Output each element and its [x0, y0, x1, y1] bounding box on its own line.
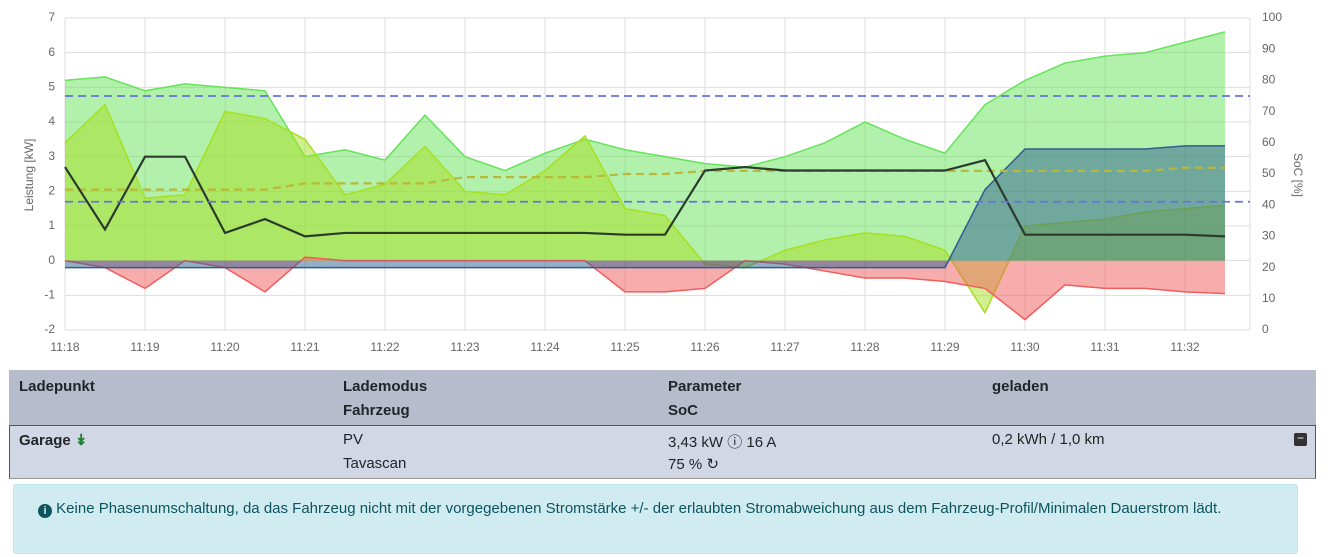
y2-tick-label: 0: [1262, 322, 1269, 336]
x-tick-label: 11:27: [770, 340, 799, 354]
charge-point: Garage ↡: [19, 431, 87, 449]
y2-tick-label: 30: [1262, 229, 1276, 243]
x-tick-label: 11:21: [290, 340, 319, 354]
y-tick-label: 5: [48, 80, 55, 94]
header-cell: Parameter: [668, 378, 742, 395]
x-tick-label: 11:18: [50, 340, 79, 354]
vehicle: Tavascan: [343, 455, 407, 472]
header-cell: Fahrzeug: [343, 402, 410, 419]
y-axis-title: Leistung [kW]: [22, 139, 36, 212]
header-cell: SoC: [668, 402, 698, 419]
info-icon: i: [38, 504, 52, 518]
series-line: [64, 31, 1226, 172]
x-tick-label: 11:24: [530, 340, 559, 354]
y2-tick-label: 50: [1262, 166, 1276, 180]
y2-tick-label: 80: [1262, 73, 1276, 87]
x-tick-label: 11:30: [1010, 340, 1039, 354]
y-tick-label: 4: [48, 114, 55, 128]
y-tick-label: 0: [48, 253, 55, 267]
info-icon: ⓘ: [727, 434, 743, 451]
y-tick-label: 2: [48, 184, 55, 198]
series-line: [65, 145, 1225, 269]
y2-tick-label: 70: [1262, 104, 1276, 118]
y-tick-label: -2: [44, 322, 55, 336]
table-header: Ladepunkt Lademodus Fahrzeug Parameter S…: [9, 370, 1316, 426]
header-cell: geladen: [992, 378, 1049, 395]
soc: 75 % ↻: [668, 455, 719, 473]
x-tick-label: 11:29: [930, 340, 959, 354]
chart: Leistung [kW] SoC [%] -2-101234567010203…: [22, 10, 1305, 354]
y-tick-label: 3: [48, 149, 55, 163]
header-cell: Lademodus: [343, 378, 428, 395]
collapse-button[interactable]: −: [1294, 432, 1307, 446]
y2-tick-label: 10: [1262, 291, 1276, 305]
x-tick-label: 11:26: [690, 340, 719, 354]
y2-tick-label: 100: [1262, 10, 1282, 24]
y-tick-label: -1: [44, 288, 55, 302]
series-line: [65, 166, 1225, 191]
y2-axis-title: SoC [%]: [1291, 153, 1305, 197]
x-tick-label: 11:25: [610, 340, 639, 354]
y2-tick-label: 60: [1262, 135, 1276, 149]
x-tick-label: 11:28: [850, 340, 879, 354]
y2-tick-label: 20: [1262, 260, 1276, 274]
mode: PV: [343, 431, 364, 448]
refresh-icon[interactable]: ↻: [706, 456, 719, 473]
power: 3,43 kW: [668, 434, 724, 451]
y2-tick-label: 40: [1262, 197, 1276, 211]
x-tick-label: 11:23: [450, 340, 479, 354]
parameter: 3,43 kW ⓘ 16 A: [668, 431, 776, 452]
plug-icon: ↡: [74, 432, 88, 449]
soc-value: 75 %: [668, 456, 703, 473]
y-tick-label: 7: [48, 10, 55, 24]
x-tick-label: 11:19: [130, 340, 159, 354]
y-tick-label: 1: [48, 218, 55, 232]
charged: 0,2 kWh / 1,0 km: [992, 431, 1105, 448]
series-line: [64, 256, 1226, 321]
charge-table: Ladepunkt Lademodus Fahrzeug Parameter S…: [9, 370, 1316, 479]
table-row[interactable]: Garage ↡ PV Tavascan 3,43 kW ⓘ 16 A 75 %…: [9, 426, 1316, 479]
x-tick-label: 11:31: [1090, 340, 1119, 354]
alert-text: Keine Phasenumschaltung, da das Fahrzeug…: [56, 500, 1222, 517]
y-tick-label: 6: [48, 45, 55, 59]
current: 16 A: [746, 434, 777, 451]
series-line: [64, 155, 1226, 238]
series-area: [65, 145, 1225, 268]
y2-tick-label: 90: [1262, 41, 1276, 55]
info-alert: i Keine Phasenumschaltung, da das Fahrze…: [13, 484, 1298, 554]
x-tick-label: 11:32: [1170, 340, 1199, 354]
series-area: [65, 257, 1225, 320]
charge-point-name: Garage: [19, 432, 71, 449]
x-tick-label: 11:20: [210, 340, 239, 354]
x-tick-label: 11:22: [370, 340, 399, 354]
header-cell: Ladepunkt: [19, 378, 95, 395]
